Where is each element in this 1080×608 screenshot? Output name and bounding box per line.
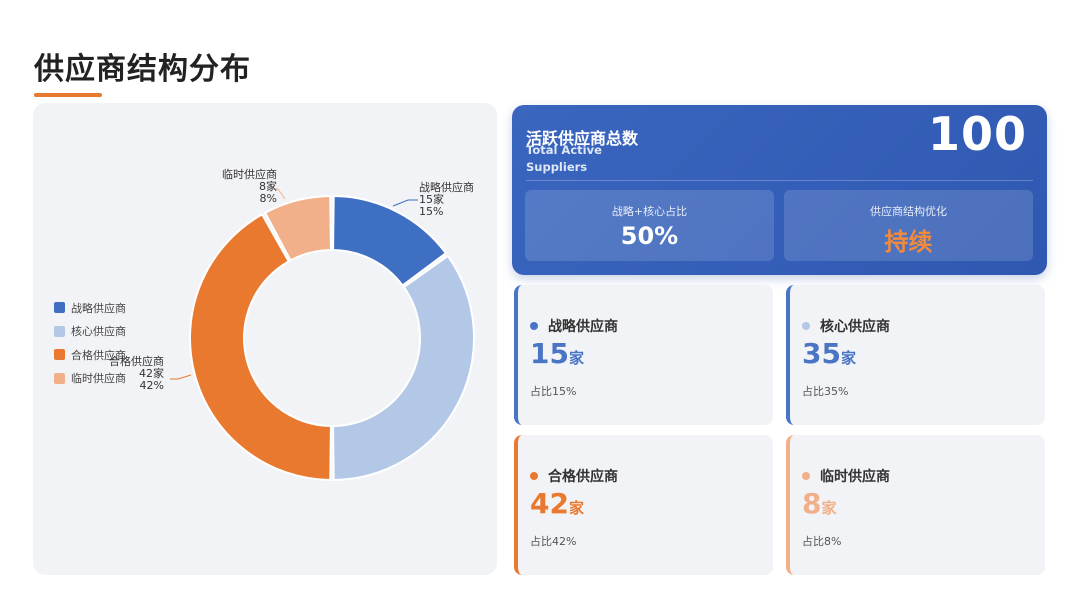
data-label: 15家 [419, 192, 444, 206]
supplier-count: 42家 [530, 487, 584, 520]
legend-label: 合格供应商 [71, 348, 126, 362]
count-unit: 家 [821, 499, 837, 517]
legend-item[interactable]: 合格供应商 [54, 343, 126, 367]
legend-swatch [54, 349, 65, 361]
count-number: 35 [802, 337, 841, 370]
total-suppliers-card: 活跃供应商总数 Total Active Suppliers 100 战略+核心… [512, 105, 1047, 275]
legend-item[interactable]: 核心供应商 [54, 320, 126, 344]
donut-slice[interactable] [263, 194, 332, 262]
supplier-ratio: 占比42% [530, 535, 577, 548]
supplier-card: 合格供应商 42家占比42% [514, 435, 773, 575]
data-label: 合格供应商 [109, 354, 164, 368]
supplier-count: 15家 [530, 337, 584, 370]
data-label: 战略供应商 [419, 180, 474, 194]
data-label: 42家 [139, 366, 164, 380]
supplier-card: 战略供应商 15家占比15% [514, 285, 773, 425]
legend-dot [530, 322, 538, 330]
metric-label: 供应商结构优化 [870, 205, 947, 218]
supplier-ratio: 占比35% [802, 385, 849, 398]
metric-label: 战略+核心占比 [611, 205, 688, 218]
metric-value: 50% [620, 222, 679, 250]
divider [526, 180, 1033, 181]
count-number: 42 [530, 487, 569, 520]
data-label: 42% [140, 379, 164, 392]
supplier-type-name: 临时供应商 [820, 469, 890, 485]
page-title: 供应商结构分布 [34, 52, 251, 87]
donut-slice[interactable] [332, 254, 475, 482]
legend-label: 核心供应商 [71, 325, 126, 339]
legend-label: 临时供应商 [71, 372, 126, 386]
data-label: 8% [260, 192, 277, 205]
data-label: 8家 [259, 179, 277, 193]
count-unit: 家 [568, 349, 584, 367]
legend-item[interactable]: 临时供应商 [54, 367, 126, 391]
legend-dot [530, 472, 538, 480]
legend-swatch [54, 325, 65, 337]
supplier-count: 8家 [802, 487, 837, 520]
label-leader-line [170, 374, 192, 380]
legend-swatch [54, 302, 65, 314]
metric-value: 持续 [884, 228, 933, 256]
supplier-ratio: 占比8% [802, 535, 842, 548]
data-label: 15% [419, 205, 443, 218]
supplier-card: 核心供应商 35家占比35% [786, 285, 1045, 425]
data-label: 临时供应商 [222, 167, 277, 181]
label-leader-line [392, 199, 418, 207]
title-underline [34, 93, 102, 97]
legend-swatch [54, 372, 65, 384]
legend-item[interactable]: 战略供应商 [54, 296, 126, 320]
count-number: 8 [802, 487, 822, 520]
supplier-type-label: 合格供应商 [530, 466, 618, 486]
supplier-type-name: 战略供应商 [548, 319, 618, 335]
supplier-type-name: 核心供应商 [820, 319, 890, 335]
supplier-type-label: 核心供应商 [802, 316, 890, 336]
count-number: 15 [530, 337, 569, 370]
supplier-type-name: 合格供应商 [548, 469, 618, 485]
chart-legend: 战略供应商核心供应商合格供应商临时供应商 [54, 296, 126, 390]
structure-optimization-box: 供应商结构优化 持续 [784, 190, 1033, 261]
donut-slice[interactable] [332, 194, 448, 287]
legend-label: 战略供应商 [71, 301, 126, 315]
label-leader-line [273, 188, 286, 200]
total-title: 活跃供应商总数 [526, 129, 639, 148]
total-value: 100 [927, 107, 1027, 161]
total-subtitle: Total Active Suppliers [526, 143, 602, 174]
supplier-type-label: 临时供应商 [802, 466, 890, 486]
supplier-type-label: 战略供应商 [530, 316, 618, 336]
legend-dot [802, 322, 810, 330]
strategic-core-ratio-box: 战略+核心占比 50% [525, 190, 774, 261]
chart-panel: 战略供应商 15家 15% 合格供应商 42家 42% 临时供应商 8家 8% 战略供应商 核心供… [33, 103, 497, 575]
supplier-ratio: 占比15% [530, 385, 577, 398]
supplier-count: 35家 [802, 337, 856, 370]
legend-dot [802, 472, 810, 480]
supplier-card: 临时供应商 8家占比8% [786, 435, 1045, 575]
donut-slice[interactable] [189, 213, 332, 482]
count-unit: 家 [840, 349, 856, 367]
count-unit: 家 [568, 499, 584, 517]
